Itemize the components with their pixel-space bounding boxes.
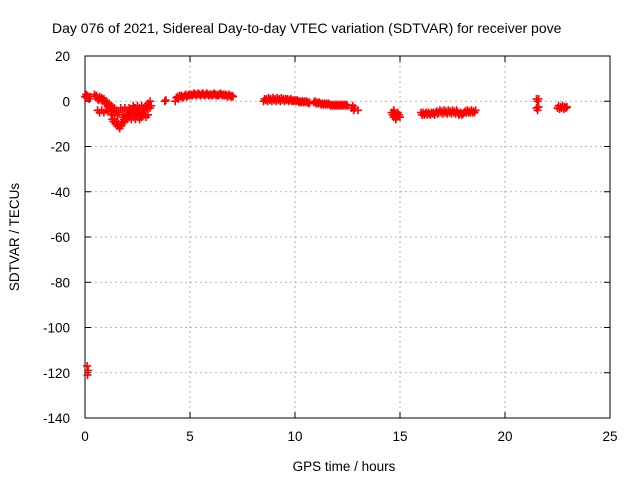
- data-point: [106, 106, 115, 115]
- y-tick-label: -100: [43, 321, 70, 336]
- data-point: [144, 110, 152, 119]
- data-point: [354, 106, 362, 115]
- x-tick-label: 10: [287, 429, 302, 444]
- y-tick-label: -40: [50, 185, 70, 200]
- data-point: [561, 104, 570, 113]
- data-point: [161, 96, 170, 105]
- y-tick-label: -80: [50, 275, 70, 290]
- data-point: [391, 115, 400, 124]
- data-point: [396, 113, 404, 122]
- data-point: [534, 94, 543, 103]
- y-tick-label: -120: [43, 366, 70, 381]
- chart-title: Day 076 of 2021, Sidereal Day-to-day VTE…: [52, 20, 562, 36]
- data-point: [83, 361, 92, 370]
- data-point: [114, 108, 123, 117]
- data-point: [125, 110, 134, 119]
- x-axis-label: GPS time / hours: [293, 459, 396, 474]
- y-tick-label: -20: [50, 140, 70, 155]
- grid-lines: [85, 56, 610, 418]
- data-point: [389, 106, 398, 115]
- data-point: [342, 100, 351, 109]
- data-point: [228, 91, 236, 100]
- x-tick-labels: 0 5 10 15 20 25: [81, 429, 617, 444]
- data-point: [534, 102, 543, 111]
- x-tick-label: 15: [392, 429, 407, 444]
- data-point: [146, 97, 155, 106]
- y-tick-label: -60: [50, 230, 70, 245]
- x-tick-label: 5: [186, 429, 194, 444]
- y-tick-label: 0: [62, 94, 70, 109]
- data-point: [229, 92, 238, 101]
- x-tick-label: 0: [81, 429, 89, 444]
- data-point: [107, 110, 116, 119]
- y-axis-label: SDTVAR / TECUs: [7, 183, 22, 292]
- y-tick-label: 20: [55, 49, 70, 64]
- x-tick-label: 25: [602, 429, 617, 444]
- data-point: [83, 371, 92, 380]
- data-point: [304, 99, 313, 108]
- data-point: [160, 97, 169, 106]
- y-tick-labels: 20 0 -20 -40 -60 -80 -100 -120 -140: [43, 49, 70, 426]
- data-point: [562, 102, 571, 111]
- data-points: [81, 89, 571, 380]
- data-point: [127, 106, 136, 115]
- x-tick-label: 20: [497, 429, 512, 444]
- y-tick-label: -140: [43, 411, 70, 426]
- plot-frame: [84, 55, 611, 419]
- data-point: [147, 101, 156, 110]
- data-point: [471, 106, 480, 115]
